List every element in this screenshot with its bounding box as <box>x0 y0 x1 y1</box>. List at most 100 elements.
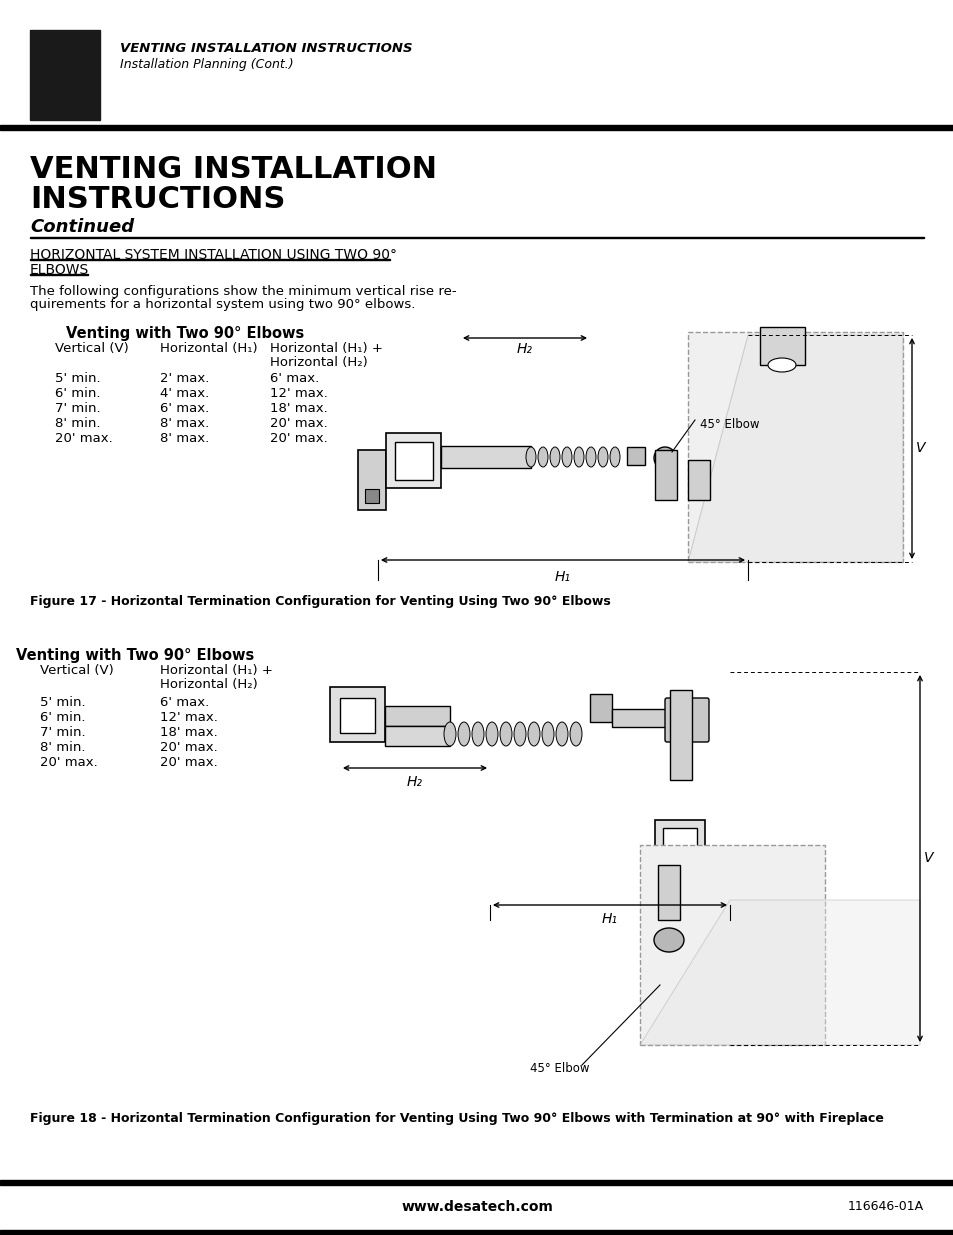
Bar <box>687 332 902 562</box>
Bar <box>639 845 824 1045</box>
Ellipse shape <box>609 447 619 467</box>
Text: Vertical (V): Vertical (V) <box>55 342 129 354</box>
Bar <box>612 709 666 727</box>
Bar <box>0 125 953 130</box>
Bar <box>385 726 450 746</box>
Text: www.desatech.com: www.desatech.com <box>400 1200 553 1214</box>
Ellipse shape <box>527 722 539 746</box>
Polygon shape <box>639 900 919 1045</box>
Text: 45° Elbow: 45° Elbow <box>530 1062 589 1074</box>
Text: 116646-01A: 116646-01A <box>847 1200 923 1213</box>
Text: 7' min.: 7' min. <box>55 403 100 415</box>
Text: V: V <box>923 851 933 864</box>
Ellipse shape <box>525 447 536 467</box>
Text: 6' max.: 6' max. <box>160 403 209 415</box>
Ellipse shape <box>537 447 547 467</box>
Ellipse shape <box>443 722 456 746</box>
Ellipse shape <box>457 722 470 746</box>
Ellipse shape <box>654 927 683 952</box>
Text: 8' max.: 8' max. <box>160 417 209 430</box>
Text: Figure 18 - Horizontal Termination Configuration for Venting Using Two 90° Elbow: Figure 18 - Horizontal Termination Confi… <box>30 1112 882 1125</box>
Bar <box>330 687 385 742</box>
Text: 20' max.: 20' max. <box>40 756 97 769</box>
Text: HORIZONTAL SYSTEM INSTALLATION USING TWO 90°: HORIZONTAL SYSTEM INSTALLATION USING TWO… <box>30 248 396 262</box>
Text: Installation Planning (Cont.): Installation Planning (Cont.) <box>120 58 294 70</box>
Text: V: V <box>915 441 924 454</box>
Ellipse shape <box>541 722 554 746</box>
Polygon shape <box>687 335 902 562</box>
Text: Continued: Continued <box>30 219 134 236</box>
Bar <box>662 827 697 862</box>
Bar <box>687 459 709 500</box>
Text: H₂: H₂ <box>517 342 533 356</box>
Ellipse shape <box>485 722 497 746</box>
Bar <box>339 698 375 734</box>
Bar <box>440 446 531 468</box>
Text: 12' max.: 12' max. <box>160 711 217 724</box>
Text: 6' max.: 6' max. <box>270 372 319 385</box>
Ellipse shape <box>561 447 572 467</box>
Text: 18' max.: 18' max. <box>270 403 328 415</box>
Text: Venting with Two 90° Elbows: Venting with Two 90° Elbows <box>16 648 253 663</box>
FancyBboxPatch shape <box>664 698 708 742</box>
Text: 20' max.: 20' max. <box>160 741 217 755</box>
Text: INSTRUCTIONS: INSTRUCTIONS <box>30 185 285 214</box>
Bar <box>655 820 704 869</box>
Ellipse shape <box>574 447 583 467</box>
Ellipse shape <box>472 722 483 746</box>
Text: 7' min.: 7' min. <box>40 726 86 739</box>
Text: 8' min.: 8' min. <box>55 417 100 430</box>
Text: 8' max.: 8' max. <box>160 432 209 445</box>
Text: 45° Elbow: 45° Elbow <box>700 417 759 431</box>
Bar <box>655 450 677 500</box>
Bar <box>0 1179 953 1186</box>
Text: 20' max.: 20' max. <box>160 756 217 769</box>
Bar <box>626 447 644 466</box>
Text: H₁: H₁ <box>555 571 571 584</box>
Bar <box>0 1230 953 1235</box>
Text: ELBOWS: ELBOWS <box>30 263 90 277</box>
Text: Horizontal (H₂): Horizontal (H₂) <box>160 678 257 692</box>
Text: 4' max.: 4' max. <box>160 387 209 400</box>
Ellipse shape <box>550 447 559 467</box>
Bar <box>760 327 804 366</box>
Bar <box>658 864 679 920</box>
Text: Vertical (V): Vertical (V) <box>40 664 113 677</box>
Text: 18' max.: 18' max. <box>160 726 217 739</box>
Text: H₁: H₁ <box>601 911 618 926</box>
Text: Horizontal (H₁) +: Horizontal (H₁) + <box>160 664 273 677</box>
Text: 5' min.: 5' min. <box>55 372 100 385</box>
Bar <box>395 442 433 480</box>
Bar <box>669 690 691 781</box>
Text: Horizontal (H₂): Horizontal (H₂) <box>270 356 367 369</box>
Bar <box>365 489 378 503</box>
Text: The following configurations show the minimum vertical rise re-: The following configurations show the mi… <box>30 285 456 298</box>
Text: 6' min.: 6' min. <box>40 711 86 724</box>
Text: 6' min.: 6' min. <box>55 387 100 400</box>
Ellipse shape <box>585 447 596 467</box>
Text: 8' min.: 8' min. <box>40 741 86 755</box>
Ellipse shape <box>556 722 567 746</box>
Bar <box>357 450 386 510</box>
Ellipse shape <box>569 722 581 746</box>
Bar <box>386 433 440 488</box>
Text: Horizontal (H₁) +: Horizontal (H₁) + <box>270 342 382 354</box>
Bar <box>589 694 612 722</box>
Text: quirements for a horizontal system using two 90° elbows.: quirements for a horizontal system using… <box>30 298 415 311</box>
Text: 5' min.: 5' min. <box>40 697 86 709</box>
Text: 6' max.: 6' max. <box>160 697 209 709</box>
Text: H₂: H₂ <box>407 776 422 789</box>
Text: 2' max.: 2' max. <box>160 372 209 385</box>
Text: Venting with Two 90° Elbows: Venting with Two 90° Elbows <box>66 326 304 341</box>
Bar <box>30 236 923 238</box>
Ellipse shape <box>654 447 676 469</box>
Text: 12' max.: 12' max. <box>270 387 328 400</box>
Text: 20' max.: 20' max. <box>55 432 112 445</box>
Ellipse shape <box>499 722 512 746</box>
Ellipse shape <box>598 447 607 467</box>
Bar <box>385 706 450 726</box>
Ellipse shape <box>514 722 525 746</box>
Text: 20' max.: 20' max. <box>270 417 328 430</box>
Text: 12: 12 <box>44 61 86 89</box>
Text: VENTING INSTALLATION INSTRUCTIONS: VENTING INSTALLATION INSTRUCTIONS <box>120 42 412 56</box>
